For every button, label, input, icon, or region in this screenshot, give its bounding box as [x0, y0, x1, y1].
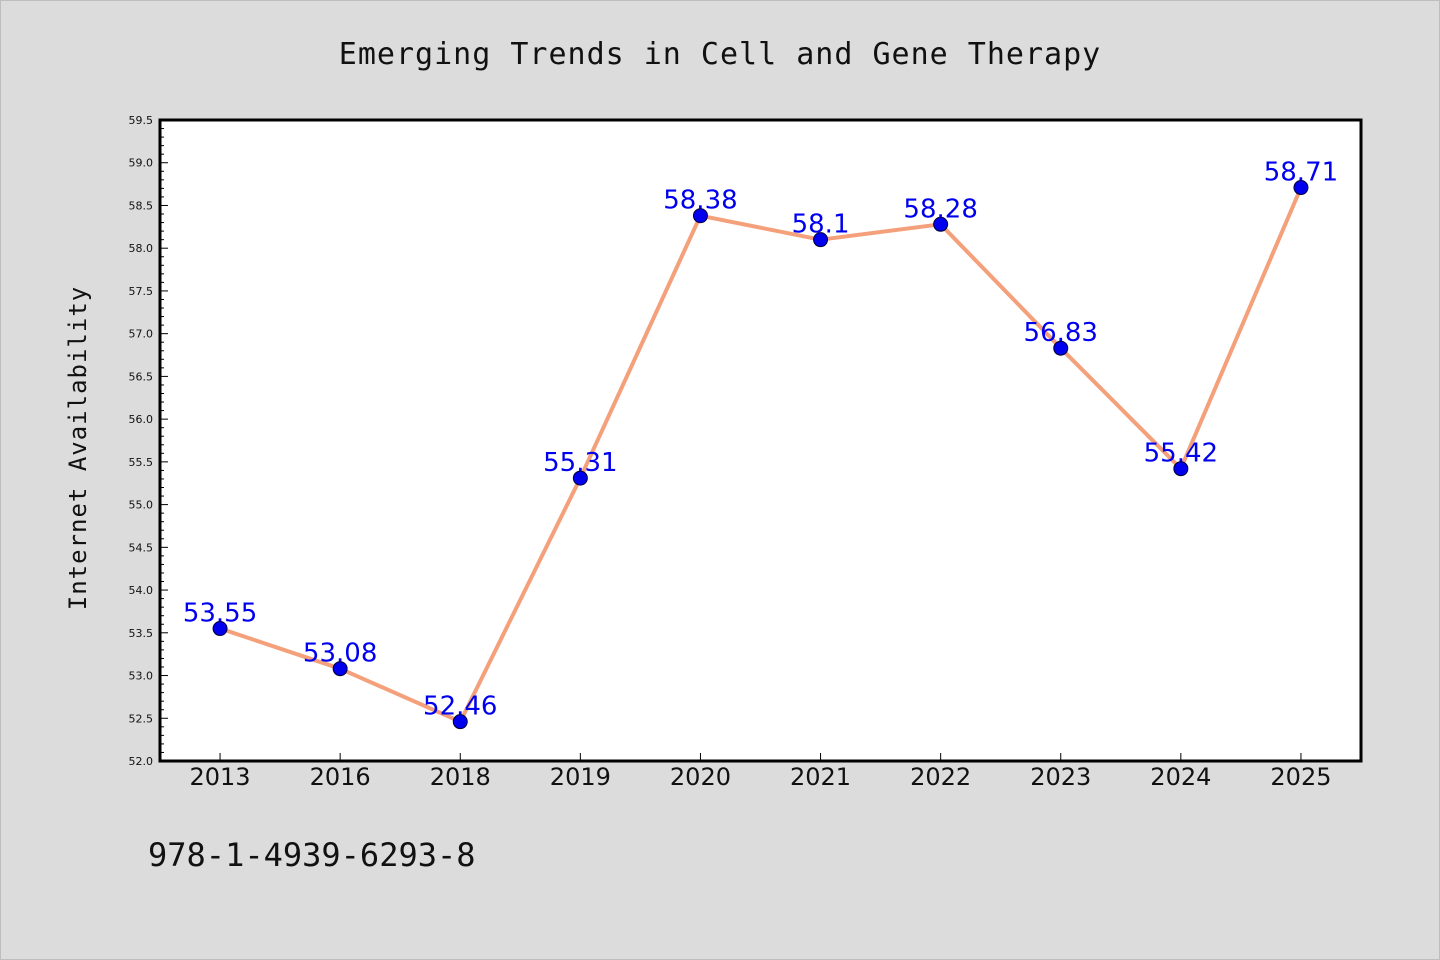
data-label: 55.31 [543, 448, 617, 478]
x-axis: 2013 2016 2018 2019 2020 2021 2022 2023 2024 2025 [190, 753, 1331, 791]
data-point [1053, 340, 1069, 356]
x-tick-label: 2016 [310, 763, 371, 791]
plot-border [158, 118, 1363, 763]
data-labels: 53.55 53.08 52.46 55.31 58.38 58.1 58.28 56.83 5… [183, 158, 1338, 722]
y-tick-label: 55.0 [129, 499, 154, 512]
data-markers [212, 180, 1309, 730]
data-point [933, 216, 949, 232]
y-tick-label: 54.5 [129, 541, 154, 554]
data-point [1293, 180, 1309, 196]
x-tick-label: 2013 [190, 763, 251, 791]
y-tick-label: 56.0 [129, 413, 154, 426]
x-tick-label: 2025 [1270, 763, 1331, 791]
y-tick-label: 57.0 [129, 328, 154, 341]
data-label: 58.28 [903, 194, 977, 224]
data-label: 58.71 [1264, 158, 1338, 188]
data-label: 58.1 [792, 210, 850, 240]
y-tick-label: 56.5 [129, 370, 154, 383]
y-tick-label: 52.5 [129, 712, 154, 725]
data-point [452, 714, 468, 730]
data-label: 55.42 [1144, 439, 1218, 469]
y-axis: 52.0 52.5 53.0 53.5 54.0 54.5 55.0 55.5 56.0 56.5… [129, 114, 168, 768]
data-label: 53.08 [303, 639, 377, 669]
chart-title: Emerging Trends in Cell and Gene Therapy [339, 37, 1101, 72]
y-tick-label: 57.5 [129, 285, 154, 298]
data-point [1173, 461, 1189, 477]
x-tick-label: 2019 [550, 763, 611, 791]
x-tick-label: 2020 [670, 763, 731, 791]
y-tick-label: 59.5 [129, 114, 154, 127]
data-label: 52.46 [423, 692, 497, 722]
y-tick-label: 53.5 [129, 627, 154, 640]
y-tick-label: 59.0 [129, 157, 154, 170]
y-tick-label: 58.5 [129, 199, 154, 212]
data-label: 53.55 [183, 599, 257, 629]
y-tick-label: 52.0 [129, 755, 154, 768]
data-label: 58.38 [663, 186, 737, 216]
data-point [572, 470, 588, 486]
y-tick-label: 58.0 [129, 242, 154, 255]
y-tick-label: 55.5 [129, 456, 154, 469]
data-point [692, 208, 708, 224]
y-tick-label: 54.0 [129, 584, 154, 597]
data-point [212, 621, 228, 637]
isbn-footer: 978-1-4939-6293-8 [148, 836, 476, 874]
x-tick-label: 2023 [1030, 763, 1091, 791]
y-tick-label: 53.0 [129, 670, 154, 683]
data-label: 56.83 [1024, 318, 1098, 348]
x-tick-label: 2024 [1150, 763, 1211, 791]
data-point [332, 661, 348, 677]
data-point [813, 232, 829, 248]
x-tick-label: 2018 [430, 763, 491, 791]
x-tick-label: 2022 [910, 763, 971, 791]
y-axis-label: Internet Availability [64, 286, 92, 610]
series-line [219, 186, 1303, 724]
x-tick-label: 2021 [790, 763, 851, 791]
